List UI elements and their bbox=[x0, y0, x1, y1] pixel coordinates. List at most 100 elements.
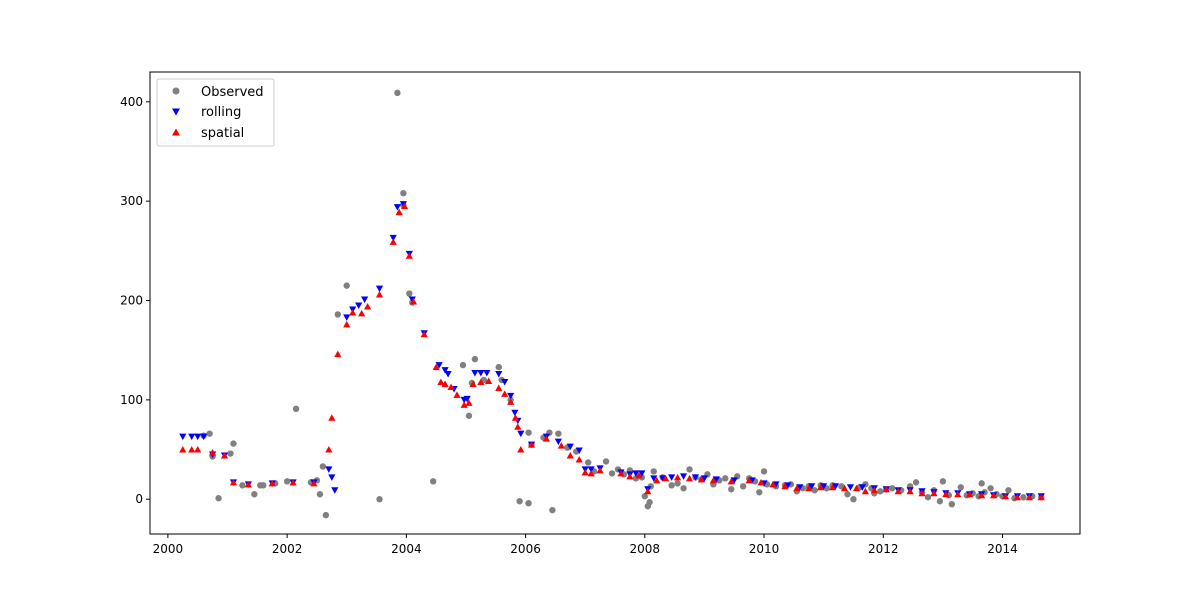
spatial-point bbox=[194, 446, 202, 453]
rolling-point bbox=[441, 367, 449, 374]
rolling-point bbox=[679, 473, 688, 480]
spatial-point bbox=[328, 414, 336, 421]
spatial-point bbox=[495, 384, 503, 391]
spatial-point bbox=[507, 398, 515, 405]
rolling-point bbox=[858, 484, 867, 491]
observed-point bbox=[495, 363, 502, 371]
spatial-point bbox=[978, 491, 986, 499]
spatial-point bbox=[511, 414, 520, 421]
x-tick-label: 2008 bbox=[630, 542, 661, 556]
spatial-point bbox=[781, 482, 789, 490]
observed-point bbox=[650, 468, 657, 475]
observed-point bbox=[912, 479, 920, 486]
rolling-point bbox=[772, 481, 780, 488]
y-tick-label: 300 bbox=[120, 194, 143, 208]
observed-point bbox=[283, 478, 291, 485]
observed-point bbox=[948, 500, 956, 508]
spatial-point bbox=[1037, 493, 1045, 501]
rolling-point bbox=[668, 474, 676, 481]
observed-point bbox=[406, 290, 413, 297]
legend-label-observed: Observed bbox=[201, 85, 264, 100]
observed-point bbox=[608, 470, 616, 477]
spatial-point bbox=[268, 479, 276, 487]
spatial-point bbox=[861, 487, 869, 495]
rolling-point bbox=[517, 430, 525, 438]
rolling-point bbox=[712, 476, 720, 483]
spatial-point bbox=[673, 473, 682, 481]
spatial-point bbox=[220, 452, 229, 459]
observed-point bbox=[680, 485, 687, 492]
observed-point bbox=[316, 491, 324, 498]
rolling-point bbox=[566, 443, 574, 451]
spatial-point bbox=[840, 484, 849, 492]
observed-point bbox=[525, 500, 532, 507]
spatial-point bbox=[405, 252, 413, 259]
observed-point bbox=[429, 478, 437, 485]
observed-point bbox=[343, 282, 350, 289]
spatial-point bbox=[420, 330, 428, 338]
observed-point bbox=[400, 190, 407, 197]
spatial-point bbox=[358, 309, 366, 317]
spatial-point bbox=[805, 484, 813, 492]
spatial-point bbox=[817, 483, 825, 491]
rolling-point bbox=[501, 378, 509, 386]
observed-point bbox=[877, 488, 884, 495]
spatial-point bbox=[626, 472, 634, 480]
spatial-point bbox=[349, 308, 357, 316]
spatial-point bbox=[527, 441, 536, 448]
spatial-point bbox=[793, 484, 801, 492]
rolling-point bbox=[691, 474, 700, 481]
spatial-point bbox=[400, 202, 409, 210]
spatial-point bbox=[289, 478, 297, 486]
rolling-point bbox=[700, 475, 709, 482]
spatial-point bbox=[942, 490, 950, 498]
rolling-point bbox=[188, 433, 196, 441]
observed-point bbox=[686, 466, 693, 473]
spatial-point bbox=[906, 487, 914, 495]
legend-box bbox=[156, 78, 275, 147]
spatial-point bbox=[596, 466, 604, 474]
spatial-point bbox=[208, 449, 217, 456]
x-tick-label: 2002 bbox=[272, 542, 303, 556]
spatial-point bbox=[244, 480, 252, 488]
rolling-point bbox=[179, 433, 187, 441]
rolling-point bbox=[483, 370, 491, 377]
y-tick-label: 400 bbox=[120, 95, 143, 109]
legend-marker-rolling bbox=[172, 108, 180, 116]
rolling-point bbox=[444, 371, 452, 378]
spatial-point bbox=[575, 455, 583, 463]
observed-point bbox=[260, 482, 267, 489]
spatial-point bbox=[566, 452, 574, 459]
observed-point bbox=[889, 485, 896, 492]
rolling-point bbox=[730, 477, 738, 484]
observed-point bbox=[668, 482, 675, 489]
spatial-point bbox=[635, 471, 643, 479]
spatial-point bbox=[179, 446, 187, 453]
spatial-point bbox=[188, 446, 196, 453]
x-axis: 2000 2002 2004 2006 2008 2010 2012 2014 bbox=[153, 534, 1018, 556]
spatial-point bbox=[477, 378, 485, 385]
spatial-point bbox=[501, 390, 509, 397]
observed-point bbox=[584, 459, 592, 466]
spatial-point bbox=[395, 208, 403, 216]
spatial-point bbox=[930, 489, 938, 497]
spatial-point bbox=[460, 401, 468, 408]
spatial-point bbox=[882, 485, 890, 493]
legend: Observed rolling spatial bbox=[156, 78, 275, 147]
observed-point bbox=[227, 450, 234, 457]
observed-point bbox=[465, 412, 473, 419]
observed-point bbox=[756, 489, 763, 496]
rolling-point bbox=[399, 201, 407, 208]
observed-point bbox=[936, 498, 944, 505]
spatial-point bbox=[437, 378, 445, 385]
spatial-point bbox=[542, 435, 551, 442]
spatial-point bbox=[745, 476, 753, 484]
observed-point bbox=[206, 430, 213, 437]
observed-point bbox=[525, 429, 532, 436]
plot-area-frame bbox=[149, 71, 1081, 535]
observed-point bbox=[251, 491, 258, 498]
observed-point bbox=[602, 458, 610, 465]
rolling-point bbox=[355, 302, 363, 309]
y-tick-label: 0 bbox=[135, 492, 143, 506]
rolling-point bbox=[748, 477, 756, 484]
